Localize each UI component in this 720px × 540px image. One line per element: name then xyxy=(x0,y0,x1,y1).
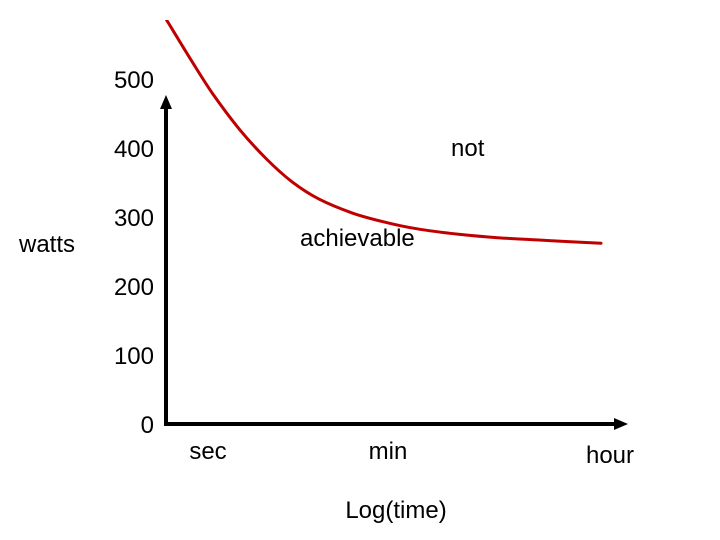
annotation-achievable: achievable xyxy=(300,225,415,252)
y-axis-title: watts xyxy=(18,231,75,258)
y-tick-label: 500 xyxy=(114,67,154,94)
y-tick-label: 400 xyxy=(114,136,154,163)
x-axis-arrowhead xyxy=(614,418,628,430)
y-tick-label: 0 xyxy=(141,412,154,439)
x-category-label-min: min xyxy=(369,438,408,465)
series-line xyxy=(164,20,603,245)
y-tick-label: 300 xyxy=(114,205,154,232)
x-category-label-sec: sec xyxy=(189,438,226,465)
x-category-labels: sec min hour xyxy=(189,438,634,469)
annotation-not: not xyxy=(451,135,485,162)
y-tick-label: 100 xyxy=(114,343,154,370)
y-tick-labels: 0 100 200 300 400 500 xyxy=(114,67,154,439)
x-category-label-hour: hour xyxy=(586,442,634,469)
y-axis-arrowhead xyxy=(160,95,172,109)
x-axis-title: Log(time) xyxy=(345,497,446,524)
series-layer xyxy=(164,20,603,245)
y-tick-label: 200 xyxy=(114,274,154,301)
